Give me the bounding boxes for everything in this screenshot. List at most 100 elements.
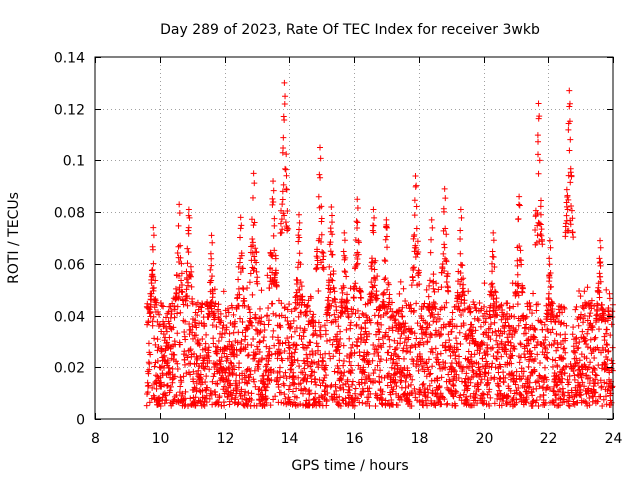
roti-point	[522, 354, 529, 361]
roti-point	[176, 209, 183, 216]
roti-point	[190, 378, 197, 385]
roti-point	[456, 353, 463, 360]
roti-point	[441, 208, 448, 215]
roti-point	[575, 344, 582, 351]
roti-point	[314, 248, 321, 255]
roti-point	[581, 288, 588, 295]
roti-point	[561, 305, 568, 312]
roti-point	[465, 401, 472, 408]
roti-point	[424, 338, 431, 345]
roti-point	[273, 270, 280, 277]
roti-point	[213, 348, 220, 355]
roti-point	[327, 355, 334, 362]
roti-point	[260, 337, 267, 344]
roti-point	[401, 355, 407, 362]
roti-point	[298, 309, 305, 316]
roti-point	[198, 304, 205, 311]
roti-point	[303, 312, 310, 319]
roti-point	[475, 386, 482, 393]
roti-point	[565, 196, 572, 203]
roti-point	[290, 317, 297, 324]
roti-point	[405, 383, 412, 390]
roti-point	[509, 398, 516, 405]
roti-point	[413, 357, 420, 364]
roti-point	[214, 362, 221, 369]
roti-point	[226, 364, 233, 371]
roti-point	[537, 393, 544, 400]
roti-point	[347, 362, 354, 369]
roti-point	[547, 244, 554, 251]
roti-point	[506, 304, 513, 311]
roti-point	[428, 216, 435, 223]
roti-point	[188, 283, 195, 290]
roti-point	[317, 333, 324, 340]
y-axis-ticks: 0 0.02 0.04 0.06 0.08 0.1 0.12 0.14	[54, 51, 613, 429]
roti-point	[250, 335, 257, 342]
x-tick-label: 24	[605, 431, 623, 447]
roti-point	[505, 393, 512, 400]
roti-point	[465, 288, 472, 295]
roti-point	[432, 305, 439, 312]
roti-point	[315, 319, 322, 326]
roti-point	[557, 331, 564, 338]
roti-point	[552, 319, 559, 326]
roti-point	[194, 312, 201, 319]
roti-point	[178, 379, 185, 386]
roti-point	[338, 302, 345, 309]
roti-point	[265, 348, 272, 355]
roti-point	[257, 328, 264, 335]
roti-point	[516, 193, 523, 200]
roti-point	[593, 312, 600, 319]
roti-point	[308, 295, 315, 302]
roti-point	[201, 323, 208, 330]
roti-point	[220, 288, 227, 295]
roti-point	[320, 377, 327, 384]
roti-point	[484, 344, 491, 351]
roti-point	[432, 327, 439, 334]
roti-point	[302, 371, 309, 378]
roti-point	[468, 321, 475, 328]
roti-point	[533, 397, 540, 404]
roti-point	[385, 370, 392, 377]
roti-point	[513, 368, 520, 375]
roti-point	[535, 138, 542, 145]
roti-point	[438, 284, 445, 291]
roti-point	[428, 345, 435, 352]
roti-point	[174, 250, 181, 257]
roti-point	[172, 296, 179, 303]
roti-point	[176, 201, 183, 208]
roti-point	[409, 329, 416, 336]
roti-point	[349, 341, 356, 348]
roti-point	[427, 370, 434, 377]
roti-point	[415, 269, 422, 276]
roti-point	[445, 371, 452, 378]
roti-point	[168, 307, 175, 314]
roti-point	[423, 286, 430, 293]
roti-point	[387, 355, 394, 362]
roti-point	[341, 229, 348, 236]
roti-point	[348, 352, 355, 359]
roti-point	[396, 290, 403, 297]
roti-point	[335, 365, 342, 372]
y-tick-label: 0	[76, 413, 85, 429]
roti-point	[571, 376, 578, 383]
roti-point	[254, 280, 261, 287]
roti-point	[277, 220, 284, 227]
roti-point	[184, 292, 191, 299]
roti-point	[345, 314, 352, 321]
roti-point	[514, 257, 521, 264]
roti-point	[386, 325, 393, 332]
roti-point	[567, 165, 574, 172]
roti-point	[187, 360, 194, 367]
roti-point	[429, 349, 436, 356]
roti-point	[317, 144, 324, 151]
roti-point	[549, 356, 556, 363]
roti-point	[266, 284, 273, 291]
roti-point	[458, 323, 465, 330]
roti-point	[372, 257, 379, 264]
roti-point	[356, 314, 363, 321]
roti-point	[552, 392, 559, 399]
roti-point	[410, 264, 417, 271]
roti-point	[492, 328, 499, 335]
roti-point	[150, 273, 157, 280]
